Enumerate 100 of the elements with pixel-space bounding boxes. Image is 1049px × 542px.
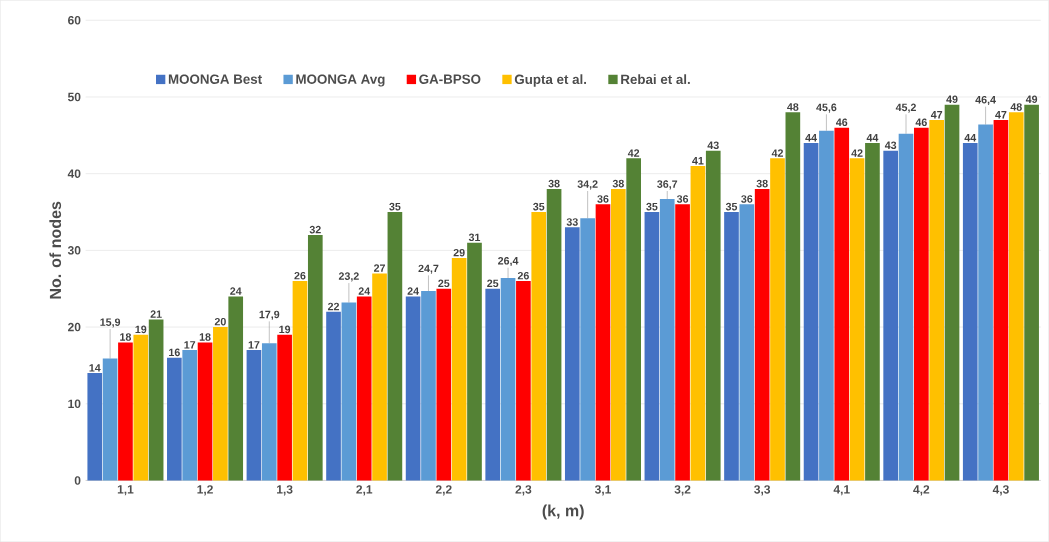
data-label: 47 — [995, 110, 1007, 119]
data-label: 38 — [756, 179, 768, 188]
y-tick-label: 10 — [68, 399, 81, 408]
bar — [929, 119, 945, 481]
bar — [531, 211, 547, 481]
legend-label: GA-BPSO — [419, 74, 481, 84]
y-tick-label: 0 — [74, 476, 81, 485]
x-tick-label: 1,3 — [277, 485, 293, 496]
data-label: 36 — [676, 195, 689, 203]
data-label: 48 — [787, 103, 799, 111]
data-label: 44 — [805, 134, 817, 142]
bar — [819, 130, 834, 481]
legend-label: MOONGA Best — [168, 74, 262, 84]
bar — [182, 350, 198, 481]
data-label: 32 — [309, 225, 321, 234]
data-label: 42 — [851, 149, 863, 157]
bar — [724, 211, 739, 481]
data-label: 21 — [150, 310, 162, 318]
bar — [626, 158, 641, 481]
bar — [118, 342, 133, 481]
bar — [292, 281, 308, 481]
x-tick-label: 2,3 — [515, 485, 532, 496]
data-label: 46 — [835, 118, 848, 126]
data-label: 17 — [248, 341, 260, 349]
data-label: 47 — [930, 110, 943, 119]
bar — [277, 334, 292, 481]
data-label: 24,7 — [418, 264, 439, 274]
bar — [341, 302, 357, 481]
x-tick-label: 3,3 — [754, 485, 771, 496]
data-label: 16 — [169, 348, 180, 357]
data-label: 36 — [741, 195, 753, 203]
bar — [898, 133, 914, 481]
data-label: 45,2 — [895, 103, 916, 113]
data-label: 44 — [964, 134, 977, 142]
data-label: 17 — [184, 341, 196, 349]
data-label: 33 — [566, 218, 578, 226]
bar — [167, 357, 182, 481]
data-label: 42 — [771, 149, 784, 157]
data-label: 14 — [89, 364, 101, 372]
data-label: 35 — [533, 202, 545, 211]
data-label: 18 — [199, 333, 211, 341]
bar — [451, 257, 467, 481]
data-label: 26 — [517, 271, 529, 280]
bar — [213, 327, 228, 481]
bar — [580, 218, 595, 481]
data-label: 42 — [627, 149, 640, 157]
data-label: 26 — [294, 271, 306, 280]
bar — [87, 373, 103, 481]
bar — [387, 211, 403, 481]
bar — [133, 334, 149, 481]
data-label: 43 — [707, 141, 719, 150]
y-tick-label: 50 — [67, 92, 81, 102]
data-label: 18 — [120, 333, 132, 341]
bar — [326, 311, 341, 481]
data-label: 25 — [438, 279, 450, 288]
data-label: 23,2 — [338, 272, 359, 282]
bar — [944, 104, 960, 481]
bar — [803, 142, 819, 481]
data-label: 48 — [1010, 103, 1022, 111]
bar — [883, 150, 898, 481]
bar — [228, 296, 244, 481]
bar — [197, 342, 213, 481]
data-label: 29 — [453, 248, 465, 257]
x-tick-label: 4,3 — [992, 485, 1009, 496]
bar — [246, 350, 262, 481]
data-label: 36 — [597, 195, 609, 203]
x-tick-label: 2,1 — [356, 485, 373, 496]
bar — [500, 277, 516, 481]
x-tick-label: 2,2 — [435, 485, 452, 496]
y-axis-title: No. of nodes — [49, 201, 62, 299]
x-tick-label: 3,2 — [674, 485, 691, 496]
bar — [1008, 112, 1024, 481]
bar — [834, 127, 850, 481]
bar — [148, 319, 164, 481]
bar — [1024, 104, 1039, 481]
bar — [405, 296, 421, 481]
x-tick-label: 4,2 — [913, 485, 930, 496]
data-label: 24 — [358, 287, 371, 295]
data-label: 22 — [327, 302, 340, 311]
bar — [659, 198, 675, 481]
bar — [485, 288, 501, 481]
data-label: 38 — [548, 179, 560, 188]
bar — [644, 211, 660, 481]
bar — [739, 204, 755, 481]
data-label: 45,6 — [816, 103, 837, 113]
bar — [914, 127, 929, 481]
legend-label: MOONGA Avg — [296, 74, 385, 87]
bar — [372, 273, 387, 481]
bar — [962, 142, 978, 481]
data-label: 46,4 — [975, 95, 996, 105]
data-label: 27 — [374, 264, 386, 272]
data-label: 49 — [1025, 95, 1038, 103]
x-tick-label: 3,1 — [594, 485, 611, 496]
data-label: 26,4 — [498, 256, 519, 267]
bar — [675, 204, 690, 481]
bar — [978, 124, 993, 481]
bar — [261, 343, 277, 481]
bar — [546, 188, 562, 481]
data-label: 25 — [487, 279, 499, 288]
data-label: 31 — [468, 233, 481, 242]
